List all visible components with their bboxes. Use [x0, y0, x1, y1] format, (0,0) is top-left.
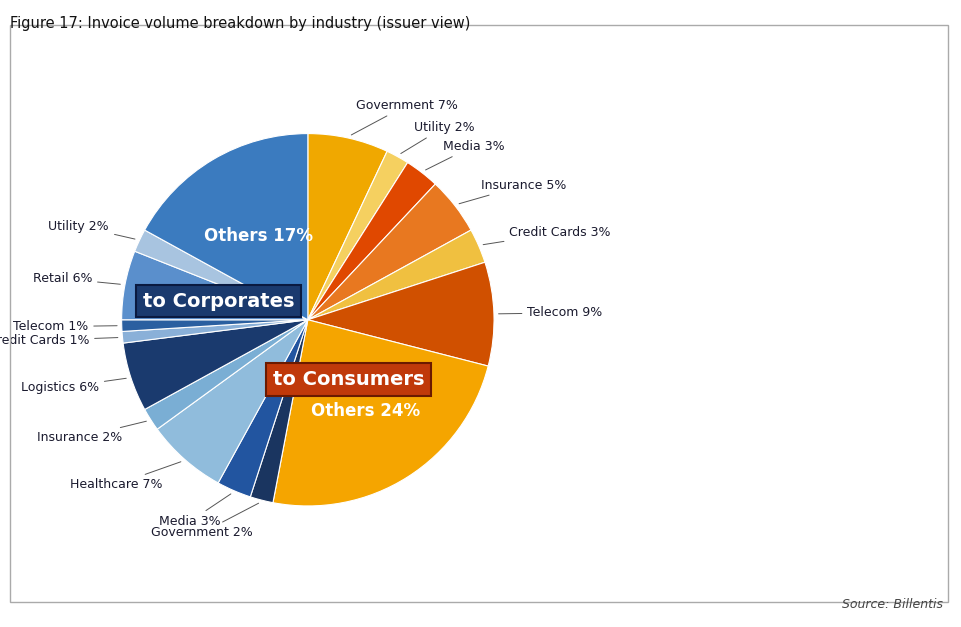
Text: Logistics 6%: Logistics 6% — [21, 378, 126, 394]
Wedge shape — [308, 184, 471, 320]
Wedge shape — [218, 320, 308, 497]
Wedge shape — [144, 134, 308, 320]
Text: to Consumers: to Consumers — [273, 370, 424, 389]
Wedge shape — [121, 251, 308, 320]
Text: Healthcare 7%: Healthcare 7% — [70, 461, 181, 491]
Text: Media 3%: Media 3% — [159, 494, 231, 528]
Text: Insurance 2%: Insurance 2% — [37, 421, 146, 444]
Text: Media 3%: Media 3% — [425, 140, 504, 170]
Text: Source: Billentis: Source: Billentis — [841, 598, 942, 611]
Text: Government 2%: Government 2% — [151, 503, 259, 539]
Text: Figure 17: Invoice volume breakdown by industry (issuer view): Figure 17: Invoice volume breakdown by i… — [10, 16, 470, 31]
Text: Telecom 1%: Telecom 1% — [13, 320, 117, 333]
Text: Credit Cards 1%: Credit Cards 1% — [0, 334, 118, 347]
Wedge shape — [308, 151, 407, 320]
Wedge shape — [308, 134, 386, 320]
Text: Telecom 9%: Telecom 9% — [498, 307, 602, 319]
Wedge shape — [122, 320, 308, 343]
Wedge shape — [308, 262, 494, 366]
Wedge shape — [157, 320, 308, 483]
Text: Others 24%: Others 24% — [310, 402, 420, 420]
Text: Retail 6%: Retail 6% — [33, 272, 120, 285]
Text: Utility 2%: Utility 2% — [48, 219, 135, 239]
Wedge shape — [144, 320, 308, 429]
Text: Others 17%: Others 17% — [204, 228, 312, 245]
Wedge shape — [135, 230, 308, 320]
Wedge shape — [123, 320, 308, 409]
Text: Credit Cards 3%: Credit Cards 3% — [482, 226, 610, 245]
Wedge shape — [308, 162, 434, 320]
Wedge shape — [273, 320, 487, 506]
Wedge shape — [121, 320, 308, 332]
Wedge shape — [250, 320, 308, 503]
Text: Insurance 5%: Insurance 5% — [458, 179, 566, 204]
Wedge shape — [308, 230, 484, 320]
Text: Government 7%: Government 7% — [351, 99, 457, 135]
Text: to Corporates: to Corporates — [142, 292, 294, 310]
Text: Utility 2%: Utility 2% — [401, 121, 474, 154]
